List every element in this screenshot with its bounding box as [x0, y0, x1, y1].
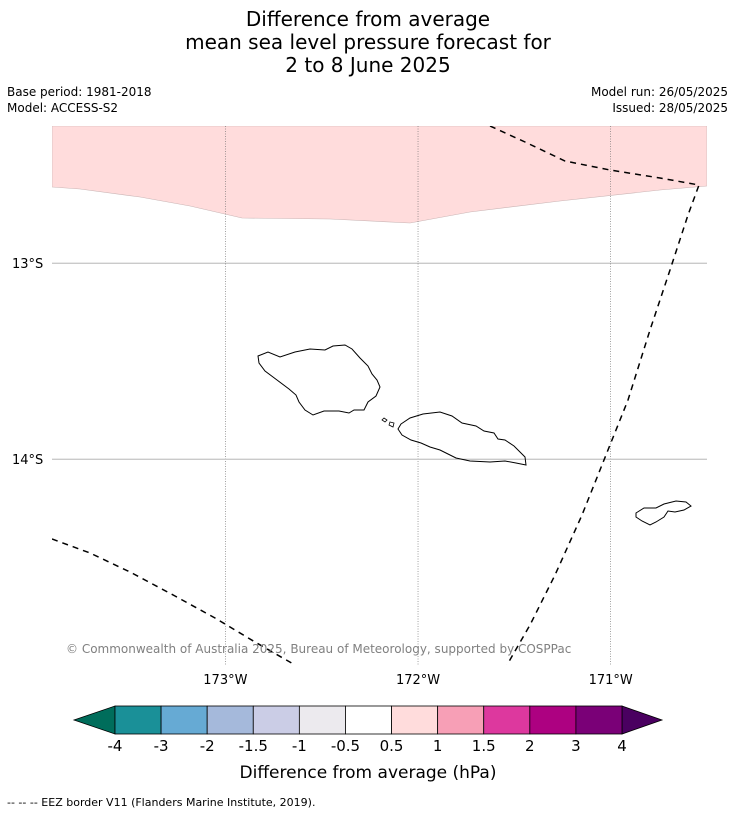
title-line-3: 2 to 8 June 2025	[285, 53, 451, 77]
model-run-text: Model run: 26/05/2025	[590, 85, 728, 99]
longitude-label-0: 173°W	[203, 673, 247, 688]
colorbar-bins	[114, 705, 623, 735]
colorbar-bin-9	[529, 705, 577, 735]
colorbar-tick-3: -1.5	[239, 737, 268, 755]
colorbar-bin-8	[483, 705, 531, 735]
colorbar-tick-1: -3	[154, 737, 169, 755]
eez-legend-note: -- -- -- EEZ border V11 (Flanders Marine…	[7, 796, 316, 809]
colorbar-tick-5: -0.5	[331, 737, 360, 755]
colorbar-tick-8: 1.5	[472, 737, 496, 755]
model-text: Model: ACCESS-S2	[7, 101, 119, 115]
colorbar-extend-low	[72, 705, 116, 735]
colorbar: -4 -3 -2 -1.5 -1 -0.5 0.5 1 1.5 2 3 4 Difference fr…	[72, 705, 664, 783]
colorbar-label: Difference from average (hPa)	[240, 763, 497, 783]
map-area: © Commonwealth of Australia 2025, Bureau…	[52, 126, 707, 665]
savaii-island-outline	[257, 344, 381, 416]
colorbar-bin-4	[298, 705, 346, 735]
colorbar-bin-6	[391, 705, 439, 735]
colorbar-tick-4: -1	[292, 737, 307, 755]
colorbar-bin-0	[114, 705, 162, 735]
title-line-2: mean sea level pressure forecast for	[185, 30, 551, 54]
colorbar-bin-10	[575, 705, 623, 735]
copyright-text: © Commonwealth of Australia 2025, Bureau…	[66, 642, 571, 656]
longitude-label-1: 172°W	[396, 673, 440, 688]
issued-text: Issued: 28/05/2025	[612, 101, 728, 115]
eez-border-north-east	[489, 126, 701, 665]
colorbar-bin-3	[252, 705, 300, 735]
base-period-text: Base period: 1981-2018	[7, 85, 152, 99]
colorbar-bin-2	[206, 705, 254, 735]
colorbar-ticks: -4 -3 -2 -1.5 -1 -0.5 0.5 1 1.5 2 3 4	[108, 737, 627, 755]
map-figure: © Commonwealth of Australia 2025, Bureau…	[12, 126, 707, 783]
tutuila-island-outline	[635, 500, 692, 526]
colorbar-tick-10: 3	[571, 737, 581, 755]
apolima-islet-outline	[388, 421, 395, 428]
latitude-label-1: 14°S	[12, 453, 43, 468]
colorbar-extend-high	[621, 705, 664, 735]
anomaly-region-0-5-to-1	[52, 126, 707, 224]
colorbar-tick-2: -2	[200, 737, 215, 755]
info-left: Base period: 1981-2018 Model: ACCESS-S2	[7, 84, 152, 116]
latitude-label-0: 13°S	[12, 257, 43, 272]
chart-title: Difference from average mean sea level p…	[0, 8, 736, 77]
upolu-island-outline	[397, 411, 527, 466]
axis-labels: 173°W 172°W 171°W 13°S 14°S	[12, 257, 633, 688]
colorbar-tick-9: 2	[525, 737, 535, 755]
colorbar-tick-0: -4	[108, 737, 123, 755]
title-line-1: Difference from average	[245, 7, 491, 31]
colorbar-tick-11: 4	[617, 737, 627, 755]
colorbar-bin-7	[437, 705, 485, 735]
colorbar-bin-5	[345, 705, 392, 735]
colorbar-tick-6: 0.5	[380, 737, 404, 755]
eez-border-south-west	[52, 538, 296, 665]
graticule	[52, 126, 707, 665]
colorbar-bin-1	[160, 705, 208, 735]
info-right: Model run: 26/05/2025 Issued: 28/05/2025	[591, 84, 728, 116]
longitude-label-2: 171°W	[589, 673, 633, 688]
manono-islet-outline	[381, 417, 388, 423]
colorbar-tick-7: 1	[433, 737, 443, 755]
